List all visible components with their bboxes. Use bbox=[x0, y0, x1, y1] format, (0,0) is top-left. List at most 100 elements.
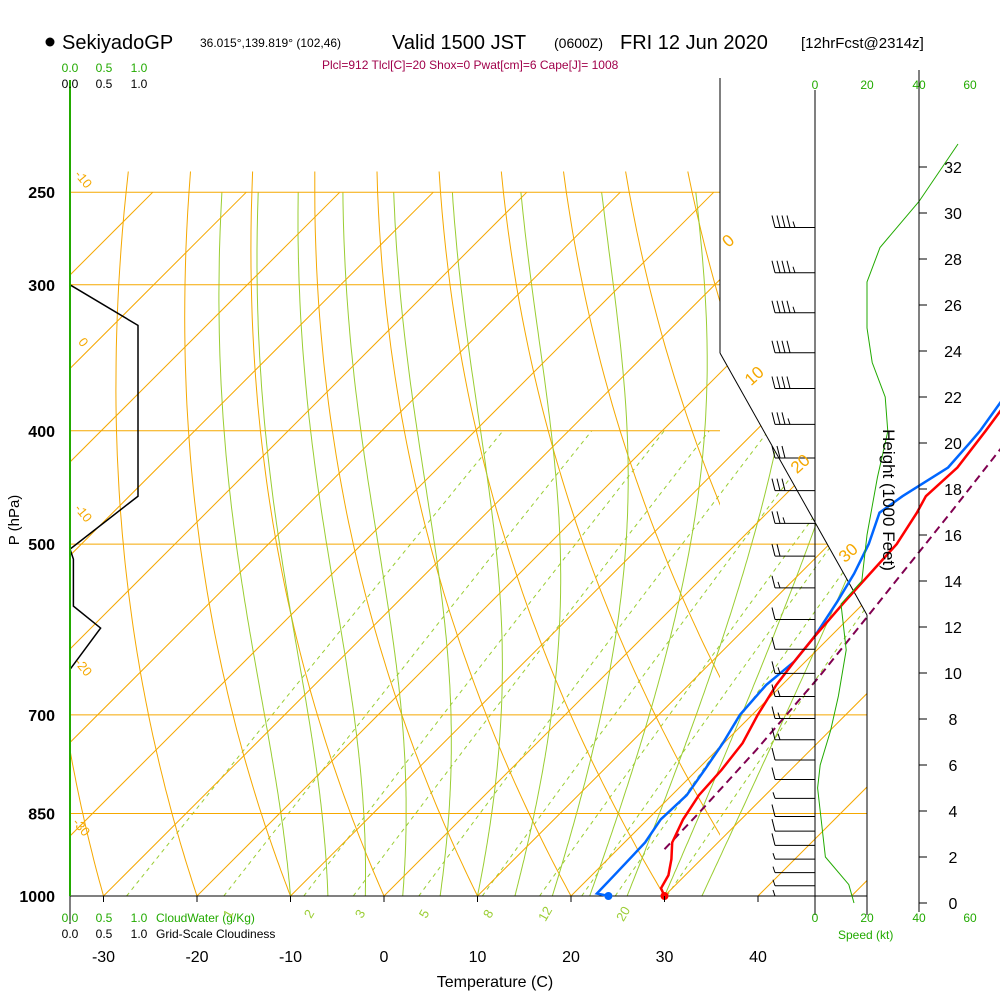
wind-barb bbox=[771, 478, 815, 492]
cloudiness-scale-label: 1.0 bbox=[131, 77, 148, 91]
temperature-tick-label: 20 bbox=[562, 949, 580, 966]
isotherm-label-left: -10 bbox=[72, 167, 96, 191]
wind-barbs bbox=[771, 215, 815, 897]
dry-adiabat bbox=[376, 171, 572, 896]
cloudiness-line bbox=[69, 284, 139, 670]
wind-barb-flag bbox=[771, 511, 776, 524]
cloudiness-scale-label: 1.0 bbox=[131, 927, 148, 941]
stability-params: Plcl=912 Tlcl[C]=20 Shox=0 Pwat[cm]=6 Ca… bbox=[322, 58, 619, 72]
wind-barb bbox=[771, 706, 815, 720]
wind-barb-half bbox=[777, 667, 781, 674]
x-axis-label: Temperature (C) bbox=[437, 974, 553, 991]
isotherm-label: 20 bbox=[787, 451, 814, 478]
wind-barb-flag bbox=[786, 260, 791, 273]
mixing-ratio-label: 3 bbox=[352, 907, 369, 921]
wind-barb bbox=[772, 866, 815, 874]
isotherm-label-left: -20 bbox=[72, 655, 96, 679]
y-axis-label: P (hPa) bbox=[6, 495, 23, 546]
mixing-ratio-lines bbox=[126, 430, 867, 896]
moist-adiabat bbox=[551, 192, 629, 896]
wind-barb-half bbox=[792, 266, 796, 273]
pressure-tick-label: 700 bbox=[28, 708, 55, 725]
wind-barb bbox=[772, 889, 815, 897]
cloudiness-scale-label: 0.5 bbox=[96, 77, 113, 91]
wind-barb-flag bbox=[781, 412, 786, 425]
height-tick-label: 2 bbox=[949, 850, 958, 867]
wind-barb-flag bbox=[771, 767, 776, 780]
wind-barb-flag bbox=[771, 747, 776, 761]
height-tick-label: 26 bbox=[944, 298, 962, 315]
wind-barb bbox=[771, 684, 815, 697]
wind-barb-flag bbox=[781, 445, 786, 459]
temperature-tick-label: -30 bbox=[92, 949, 115, 966]
mixing-ratio-label: 8 bbox=[480, 907, 497, 921]
height-tick-label: 12 bbox=[944, 620, 962, 637]
wind-barb-flag bbox=[776, 445, 781, 459]
wind-barb-flag bbox=[771, 833, 776, 846]
wind-barb-flag bbox=[771, 300, 776, 313]
mixing-ratio-label: 2 bbox=[301, 907, 318, 921]
wind-barb-flag bbox=[771, 684, 776, 697]
moist-adiabat bbox=[451, 192, 503, 896]
wind-barb-flag bbox=[771, 340, 776, 353]
dry-adiabat bbox=[625, 171, 720, 506]
dry-adiabat bbox=[250, 171, 385, 896]
wind-barb-half bbox=[772, 866, 776, 873]
pressure-tick-label: 500 bbox=[28, 537, 55, 554]
wind-barb bbox=[772, 879, 815, 887]
wind-barb bbox=[771, 260, 815, 274]
moist-adiabat bbox=[589, 192, 708, 896]
cloudwater-label: CloudWater (g/Kg) bbox=[156, 911, 255, 925]
temperature-tick-label: -10 bbox=[279, 949, 302, 966]
wind-barb-flag bbox=[771, 706, 776, 719]
cloudiness-label: Grid-Scale Cloudiness bbox=[156, 927, 275, 941]
dry-adiabat bbox=[184, 171, 292, 896]
wind-barb-flag bbox=[771, 575, 776, 588]
height-tick-label: 8 bbox=[949, 712, 958, 729]
height-tick-label: 16 bbox=[944, 528, 962, 545]
moist-adiabat bbox=[297, 192, 366, 896]
wind-barb bbox=[772, 792, 815, 799]
forecast-date: FRI 12 Jun 2020 bbox=[620, 32, 768, 54]
speed-label: Speed (kt) bbox=[838, 928, 893, 942]
speed-scale-bottom: 0 20 40 60 bbox=[812, 911, 977, 925]
wind-barb-half bbox=[782, 517, 786, 524]
station-name: SekiyadoGP bbox=[62, 32, 173, 54]
wind-barb-flag bbox=[776, 340, 781, 353]
height-tick-label: 6 bbox=[949, 758, 958, 775]
height-tick-label: 18 bbox=[944, 482, 962, 499]
wind-barb-half bbox=[772, 852, 776, 860]
wind-barb-flag bbox=[781, 376, 786, 389]
wind-barb-flag bbox=[781, 260, 786, 273]
mixing-ratio-line bbox=[614, 430, 867, 896]
cloudiness-profile bbox=[69, 284, 139, 670]
moist-adiabat bbox=[701, 192, 867, 896]
wind-barb-flag bbox=[781, 300, 786, 313]
dry-adiabat bbox=[563, 171, 720, 679]
wind-barb-flag bbox=[776, 412, 781, 425]
wind-barb bbox=[771, 376, 815, 389]
pressure-tick-label: 850 bbox=[28, 806, 55, 823]
wind-barb-flag bbox=[781, 478, 786, 491]
height-tick-label: 28 bbox=[944, 252, 962, 269]
pressure-ticks: 250 300 400 500 700 850 1000 bbox=[19, 185, 55, 906]
dry-adiabats bbox=[70, 171, 1000, 921]
wind-barb-flag bbox=[771, 607, 776, 620]
height-tick-label: 24 bbox=[944, 344, 962, 361]
height-axis-label: Height (1000 Feet) bbox=[879, 429, 898, 571]
plot-frame bbox=[69, 78, 868, 924]
dry-adiabat bbox=[314, 171, 479, 896]
cloudiness-scale-label: 0.0 bbox=[62, 927, 79, 941]
speed-scale-label: 60 bbox=[963, 911, 977, 925]
moist-adiabat bbox=[514, 192, 562, 896]
wind-speed-trace bbox=[817, 143, 959, 904]
mixing-ratio-line bbox=[223, 430, 593, 896]
cloudwater-scale-top: 0.0 0.5 1.0 bbox=[62, 61, 148, 75]
dry-adiabat bbox=[937, 172, 1000, 921]
speed-scale-label: 40 bbox=[912, 78, 926, 92]
mixing-ratio-label: 20 bbox=[613, 904, 633, 924]
valid-time: Valid 1500 JST bbox=[392, 32, 526, 54]
wind-barb-flag bbox=[776, 511, 781, 524]
wind-barb-half bbox=[772, 792, 776, 799]
height-tick-label: 22 bbox=[944, 390, 962, 407]
